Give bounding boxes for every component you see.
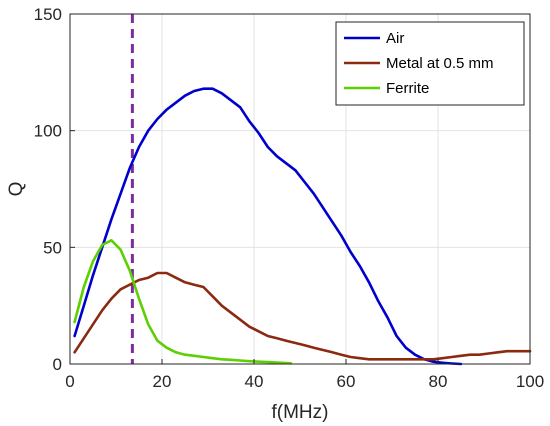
legend-label: Ferrite: [386, 80, 429, 97]
series-line-2: [73, 239, 293, 365]
series-line-1: [73, 271, 532, 361]
y-tick-label: 0: [53, 355, 62, 374]
plot-border: [69, 13, 531, 365]
y-tick-label: 50: [43, 238, 62, 257]
legend-label: Air: [386, 30, 404, 47]
x-tick-label: 20: [153, 372, 172, 391]
legend: Air Metal at 0.5 mm Ferrite: [335, 21, 525, 106]
y-axis-label: Q: [6, 182, 27, 197]
x-tick-label: 40: [245, 372, 264, 391]
x-tick-label: 100: [516, 372, 544, 391]
axis-ticks: 0 20 40 60 80 100 0 50 100 150: [34, 5, 545, 391]
legend-label: Metal at 0.5 mm: [386, 55, 494, 72]
y-tick-label: 150: [34, 5, 62, 24]
x-tick-label: 80: [429, 372, 448, 391]
y-tick-label: 100: [34, 122, 62, 141]
x-axis-label: f(MHz): [272, 402, 329, 423]
series-lines: [73, 87, 532, 366]
x-tick-label: 60: [337, 372, 356, 391]
grid: [70, 14, 530, 364]
series-line-0: [73, 87, 463, 366]
x-tick-label: 0: [65, 372, 74, 391]
